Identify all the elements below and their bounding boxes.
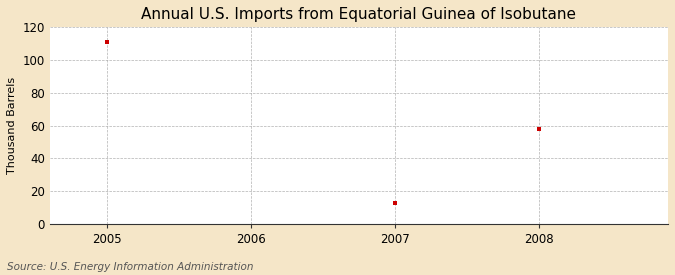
Text: Source: U.S. Energy Information Administration: Source: U.S. Energy Information Administ… (7, 262, 253, 272)
Point (102, 40, 113, 44)
Y-axis label: Thousand Barrels: Thousand Barrels (7, 77, 17, 174)
Point (389, 200, 400, 205)
Point (533, 127, 544, 131)
Title: Annual U.S. Imports from Equatorial Guinea of Isobutane: Annual U.S. Imports from Equatorial Guin… (141, 7, 576, 22)
